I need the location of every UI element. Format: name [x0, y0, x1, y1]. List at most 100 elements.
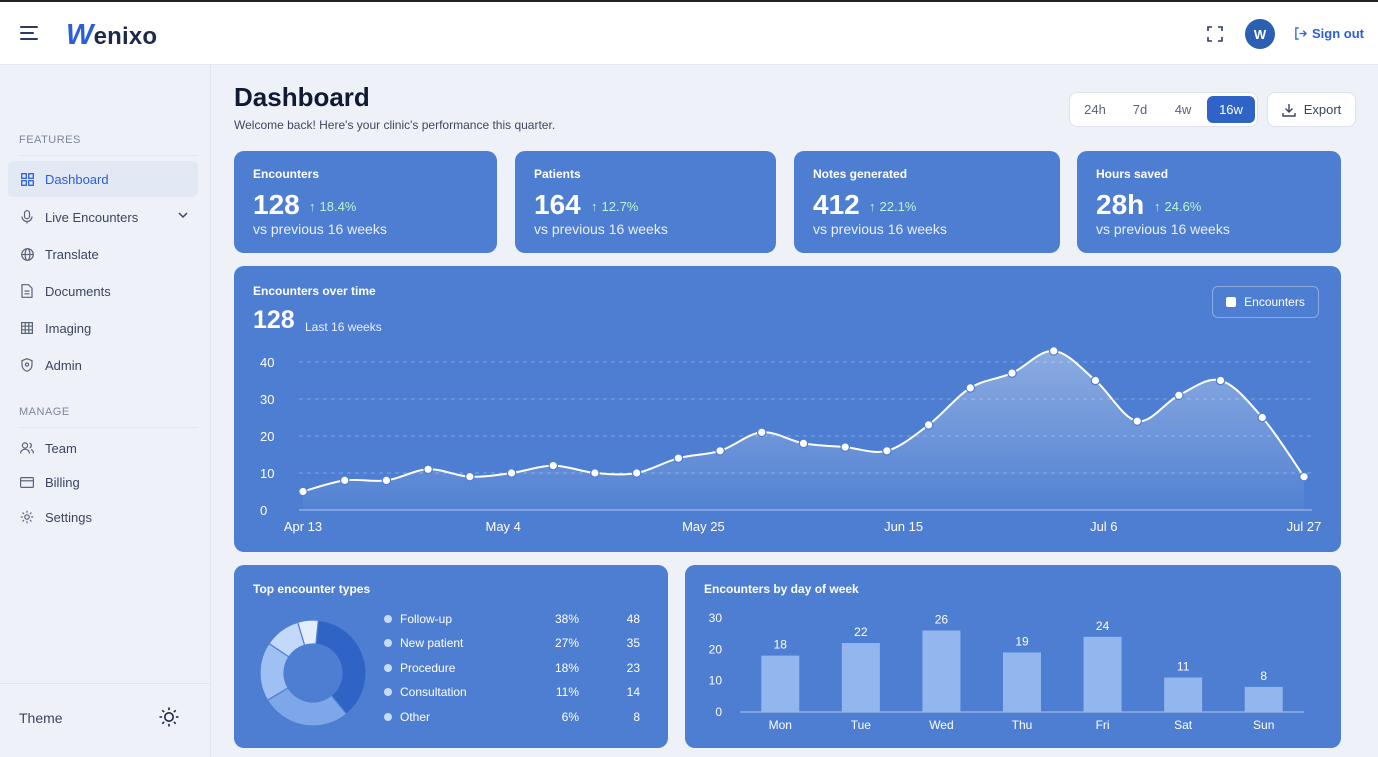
kpi-value: 412 — [813, 189, 860, 220]
grid-icon — [20, 172, 34, 186]
page-subtitle: Welcome back! Here's your clinic's perfo… — [234, 118, 556, 132]
chart-range-label: Last 16 weeks — [305, 320, 382, 334]
export-label: Export — [1303, 102, 1342, 117]
sidebar-item-settings[interactable]: Settings — [8, 499, 198, 535]
chevron-down-icon[interactable] — [178, 211, 188, 219]
data-point — [1007, 368, 1017, 378]
legend-toggle-encounters[interactable]: Encounters — [1212, 286, 1319, 318]
weekday-bar-chart: 0 10 20 30 18 Mon 22 Tue 26 Wed 19 Thu 24 Fri 11 Sat 8 Su… — [709, 611, 1304, 732]
section-divider — [19, 427, 198, 428]
sidebar-item-documents[interactable]: Documents — [8, 273, 198, 309]
globe-icon — [20, 247, 34, 261]
list-item: Procedure 18% 23 — [384, 659, 640, 677]
type-name: Consultation — [400, 685, 467, 699]
logo-text: enixo — [93, 23, 158, 50]
series-area-encounters — [303, 350, 1304, 510]
theme-label: Theme — [19, 710, 63, 726]
sidebar-item-label: Team — [45, 440, 77, 456]
data-point — [1090, 375, 1101, 386]
data-point — [298, 486, 308, 497]
chart-title: Encounters by day of week — [704, 582, 859, 596]
data-point — [465, 471, 475, 482]
data-point — [1132, 416, 1142, 426]
sidebar: FEATURES Dashboard Live Encounters Trans… — [0, 65, 211, 757]
data-point — [381, 475, 392, 486]
list-item: Follow-up 38% 48 — [384, 610, 640, 628]
arrow-up-icon: ↑ — [1154, 199, 1161, 214]
sidebar-item-admin[interactable]: Admin — [8, 347, 198, 383]
type-percent: 27% — [554, 636, 579, 650]
data-point — [631, 468, 642, 478]
bar-value-label: 8 — [1260, 669, 1267, 683]
sun-icon[interactable] — [158, 706, 180, 728]
kpi-delta: ↑ 18.4% — [309, 199, 356, 214]
data-point — [965, 383, 976, 393]
kpi-card-notes-generated: Notes generated 412 ↑ 22.1% vs previous 1… — [794, 151, 1060, 253]
data-point — [1048, 346, 1059, 356]
kpi-delta-value: 22.1% — [879, 199, 917, 214]
legend-dot — [384, 639, 392, 647]
features-section-label: FEATURES — [19, 134, 81, 146]
chart-title: Top encounter types — [253, 582, 371, 596]
x-tick-label: Sun — [1253, 718, 1274, 732]
bar — [922, 630, 961, 712]
encounter-types-donut — [259, 619, 367, 727]
encounters-over-time-card: Encounters over time 128 Last 16 weeks E… — [234, 266, 1341, 552]
arrow-up-icon: ↑ — [869, 199, 876, 214]
type-count: 14 — [626, 685, 640, 699]
avatar[interactable]: W — [1245, 19, 1275, 49]
data-point — [798, 438, 809, 449]
export-button[interactable]: Export — [1267, 92, 1356, 127]
kpi-value: 164 — [534, 189, 581, 220]
donut-slice — [296, 619, 319, 646]
x-tick-label: Thu — [1012, 718, 1033, 732]
sign-out-icon — [1295, 27, 1307, 40]
encounters-by-weekday-card: Encounters by day of week 0 10 20 30 18 Mon 22… — [685, 565, 1341, 748]
type-percent: 11% — [555, 685, 579, 699]
range-4w-button[interactable]: 4w — [1174, 102, 1192, 117]
document-icon — [20, 284, 34, 298]
sidebar-item-imaging[interactable]: Imaging — [8, 310, 198, 346]
y-tick-label: 20 — [260, 429, 274, 444]
data-point — [506, 468, 517, 478]
list-item: New patient 27% 35 — [384, 634, 640, 652]
fullscreen-icon[interactable] — [1207, 26, 1223, 42]
y-tick-label: 30 — [709, 611, 723, 625]
list-item: Consultation 11% 14 — [384, 683, 640, 701]
logo[interactable]: Wenixo — [66, 19, 157, 52]
time-range-selector: 24h 7d 4w 16w — [1069, 92, 1258, 127]
credit-card-icon — [20, 475, 34, 489]
sidebar-item-dashboard[interactable]: Dashboard — [8, 161, 198, 197]
sidebar-item-billing[interactable]: Billing — [8, 464, 198, 500]
range-24h-button[interactable]: 24h — [1084, 102, 1106, 117]
legend-dot — [384, 664, 392, 672]
type-count: 35 — [626, 636, 640, 650]
type-name: New patient — [400, 636, 464, 650]
sidebar-item-label: Documents — [45, 283, 111, 299]
y-tick-label: 0 — [715, 705, 722, 719]
data-point — [1257, 412, 1268, 423]
kpi-label: Hours saved — [1096, 167, 1169, 181]
range-7d-button[interactable]: 7d — [1132, 102, 1148, 117]
menu-icon[interactable] — [20, 26, 38, 40]
bar-value-label: 18 — [774, 638, 788, 652]
kpi-delta-value: 12.7% — [601, 199, 639, 214]
x-tick-label: Apr 13 — [284, 519, 322, 534]
type-name: Other — [400, 710, 431, 724]
kpi-note: vs previous 16 weeks — [1096, 221, 1230, 237]
data-point — [923, 420, 934, 430]
image-grid-icon — [20, 321, 34, 335]
sidebar-item-live-encounters[interactable]: Live Encounters — [8, 199, 198, 235]
range-16w-button[interactable]: 16w — [1207, 96, 1255, 123]
sidebar-item-team[interactable]: Team — [8, 430, 198, 466]
bar-value-label: 19 — [1015, 634, 1029, 648]
sidebar-item-translate[interactable]: Translate — [8, 236, 198, 272]
kpi-label: Encounters — [253, 167, 320, 181]
bar — [1164, 677, 1203, 712]
sidebar-item-label: Billing — [45, 474, 80, 490]
bar-value-label: 26 — [935, 613, 949, 627]
top-encounter-types-card: Top encounter types Follow-up 38% 48 New pa… — [234, 565, 668, 748]
bar-value-label: 11 — [1177, 660, 1190, 674]
sign-out-button[interactable]: Sign out — [1294, 26, 1364, 41]
kpi-label: Notes generated — [813, 167, 908, 181]
